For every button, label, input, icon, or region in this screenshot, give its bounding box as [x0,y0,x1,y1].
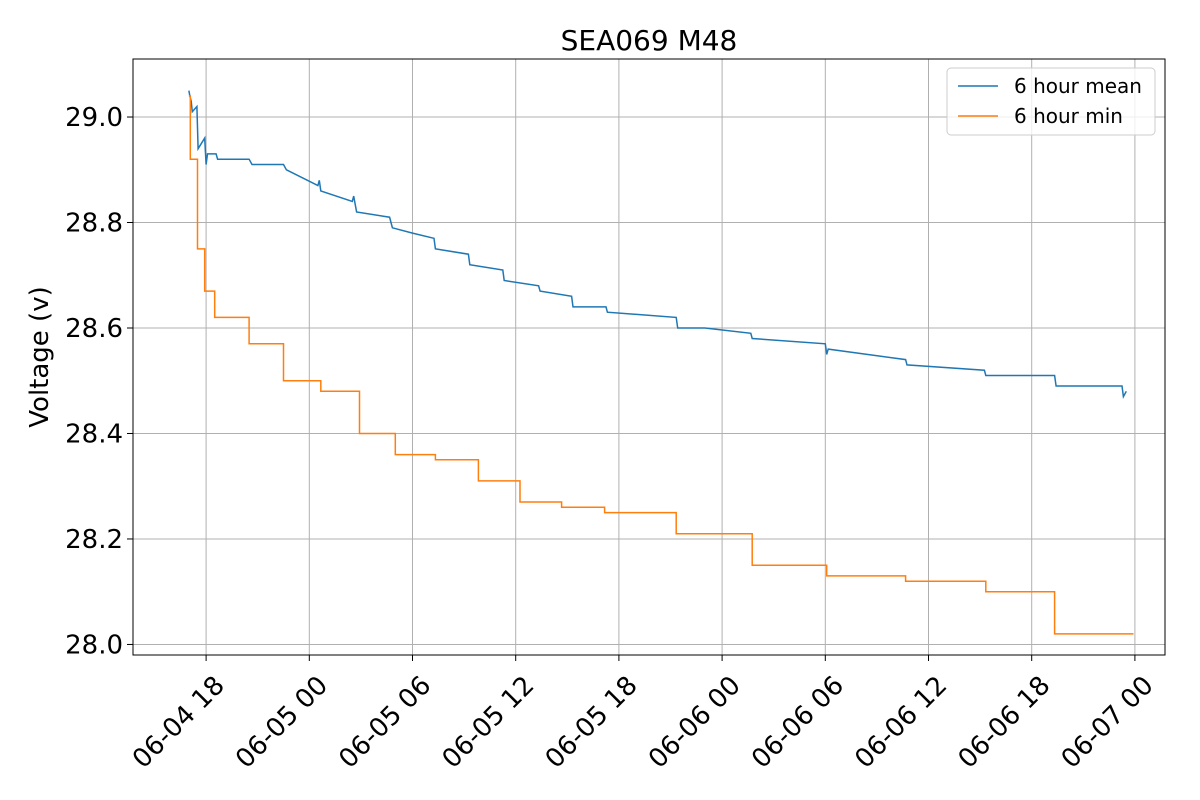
legend-box [946,67,1156,136]
chart-title: SEA069 M48 [561,24,738,57]
x-tick-label: 06-05 18 [540,671,644,775]
plot-frame [132,58,1166,656]
x-tick-label: 06-06 18 [953,671,1057,775]
grid [133,59,1165,655]
x-tick-label: 06-07 00 [1056,671,1160,775]
y-tick-label: 28.4 [65,419,123,449]
legend-label-6-hour-mean: 6 hour mean [1014,74,1142,98]
series-line-6-hour-mean [188,90,1127,399]
plot-series [188,90,1134,635]
x-tick-label: 06-06 00 [643,671,747,775]
series-line-6-hour-min [188,95,1134,635]
y-tick-label: 28.2 [65,525,123,555]
y-tick-label: 28.6 [65,314,123,344]
y-tick-label: 28.0 [65,630,123,660]
x-tick-label: 06-05 12 [437,671,541,775]
legend: 6 hour mean 6 hour min [946,67,1156,136]
y-tick-label: 29.0 [65,103,123,133]
x-tick-label: 06-05 00 [230,671,334,775]
x-tick-label: 06-04 18 [127,671,231,775]
legend-label-6-hour-min: 6 hour min [1014,104,1123,128]
x-tick-label: 06-05 06 [333,671,437,775]
y-tick-label: 28.8 [65,209,123,239]
y-axis-label: Voltage (v) [25,286,55,427]
x-tick-label: 06-06 06 [746,671,850,775]
axis-ticks: 06-04 18 06-05 00 06-05 06 06-05 12 06-05 18… [65,103,1160,774]
x-tick-label: 06-06 12 [849,671,953,775]
